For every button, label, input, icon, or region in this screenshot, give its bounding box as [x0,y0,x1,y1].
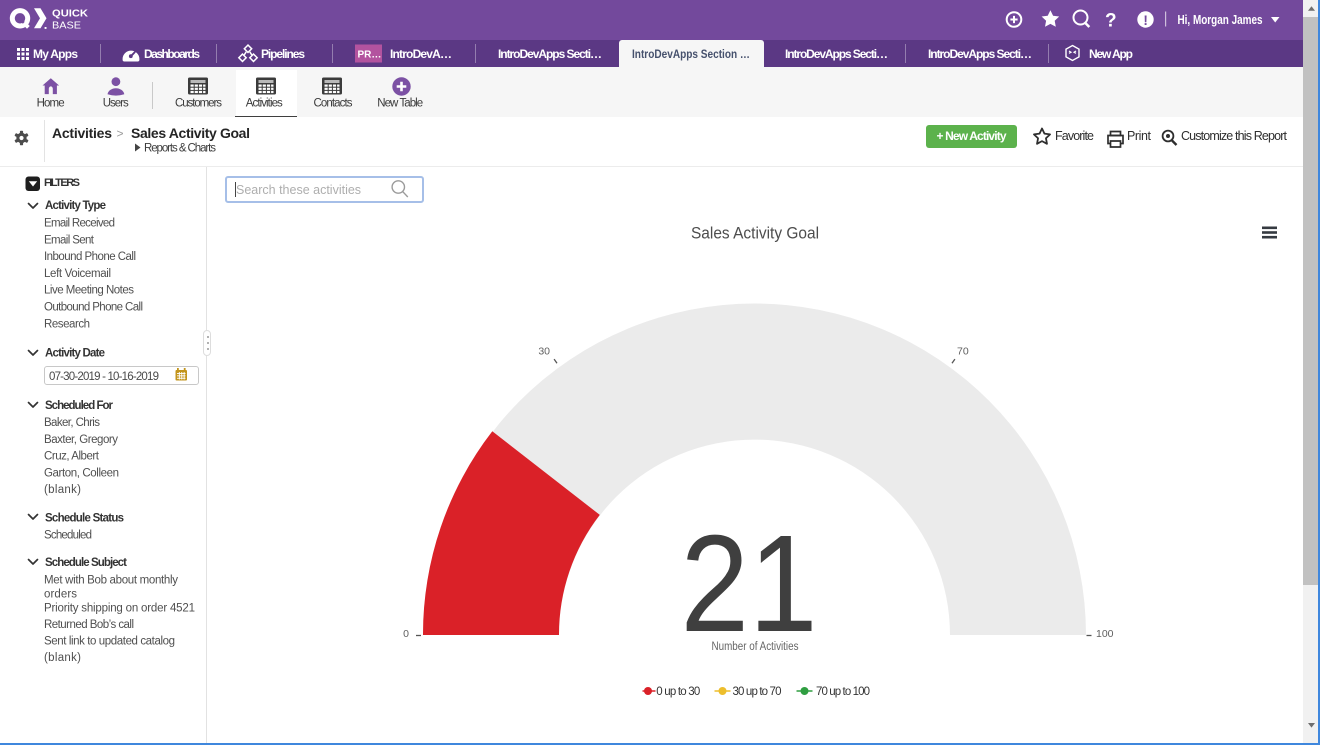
svg-text:Activities: Activities [246,98,283,110]
svg-text:Inbound Phone Call: Inbound Phone Call [44,251,136,263]
svg-text:Activities: Activities [52,125,112,141]
svg-text:Email Sent: Email Sent [44,234,95,246]
svg-text:Garton, Colleen: Garton, Colleen [44,467,119,479]
svg-text:Email Received: Email Received [44,218,115,230]
svg-text:>: > [117,127,124,141]
svg-text:Cruz, Albert: Cruz, Albert [44,451,100,463]
svg-text:Baker, Chris: Baker, Chris [44,417,100,429]
svg-text:orders: orders [44,589,77,601]
svg-text:Hi, Morgan James: Hi, Morgan James [1178,12,1263,27]
svg-text:07-30-2019 - 10-16-2019: 07-30-2019 - 10-16-2019 [49,371,159,383]
svg-text:?: ? [1105,11,1117,32]
svg-text:(blank): (blank) [44,652,81,664]
svg-text:IntroDevApps Secti…: IntroDevApps Secti… [928,47,1032,61]
svg-text:Returned Bob’s call: Returned Bob’s call [44,619,134,631]
svg-text:Baxter, Gregory: Baxter, Gregory [44,434,118,446]
svg-text:New App: New App [1089,47,1133,61]
svg-text:Research: Research [44,318,90,330]
svg-text:30: 30 [538,346,550,358]
svg-text:Met with Bob about monthly: Met with Bob about monthly [44,575,178,587]
svg-text:21: 21 [681,507,818,661]
svg-text:Favorite: Favorite [1055,129,1094,143]
svg-text:Home: Home [37,98,65,110]
svg-text:Users: Users [103,98,129,110]
svg-text:FILTERS: FILTERS [44,177,80,189]
svg-text:Reports & Charts: Reports & Charts [144,143,216,155]
svg-text:Outbound Phone Call: Outbound Phone Call [44,302,143,314]
svg-text:QUICK: QUICK [52,8,88,20]
svg-text:IntroDevA…: IntroDevA… [390,47,452,61]
svg-text:Number of Activities: Number of Activities [712,641,799,653]
svg-text:Sent link to updated catalog: Sent link to updated catalog [44,636,175,648]
svg-text:70 up to 100: 70 up to 100 [816,686,870,698]
svg-text:My Apps: My Apps [33,47,78,61]
svg-text:Schedule Status: Schedule Status [45,513,124,525]
svg-text:Customize this Report: Customize this Report [1181,129,1288,143]
svg-text:IntroDevApps Secti…: IntroDevApps Secti… [498,47,602,61]
svg-text:Dashboards: Dashboards [144,47,200,61]
svg-text:PR…: PR… [358,50,382,61]
svg-text:Priority shipping on order 452: Priority shipping on order 4521 [44,603,195,615]
svg-text:0: 0 [403,628,409,640]
svg-text:Customers: Customers [175,98,222,110]
svg-text:+ New Activity: + New Activity [937,129,1007,143]
svg-text:Contacts: Contacts [314,98,353,110]
svg-text:(blank): (blank) [44,484,81,496]
svg-text:100: 100 [1096,628,1114,640]
svg-text:Live Meeting Notes: Live Meeting Notes [44,285,134,297]
svg-text:30 up to 70: 30 up to 70 [733,686,782,698]
svg-text:70: 70 [957,346,969,358]
svg-text:Schedule Subject: Schedule Subject [45,557,127,569]
svg-text:Print: Print [1127,129,1152,143]
svg-text:Activity Type: Activity Type [45,200,106,212]
svg-text:0 up to 30: 0 up to 30 [656,686,700,698]
svg-text:Scheduled For: Scheduled For [45,400,114,412]
svg-text:New Table: New Table [377,98,423,110]
svg-text:IntroDevApps Secti…: IntroDevApps Secti… [785,47,888,61]
svg-text:Sales Activity Goal: Sales Activity Goal [691,224,819,243]
svg-text:IntroDevApps Section …: IntroDevApps Section … [632,47,750,61]
svg-text:Left Voicemail: Left Voicemail [44,268,111,280]
svg-text:Sales Activity Goal: Sales Activity Goal [131,125,250,141]
svg-text:BASE: BASE [52,20,81,32]
svg-text:Pipelines: Pipelines [261,47,305,61]
svg-text:!: ! [1143,13,1148,28]
svg-text:Scheduled: Scheduled [44,530,92,542]
svg-text:Activity Date: Activity Date [45,348,105,360]
